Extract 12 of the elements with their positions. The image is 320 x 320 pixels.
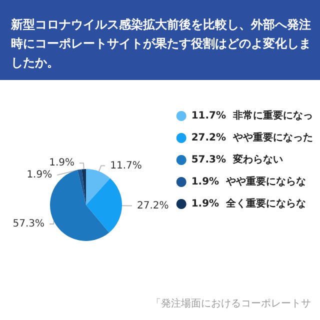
legend-label: 1.9% 全く重要にならな <box>191 198 306 210</box>
data-label: 1.9% <box>26 170 52 181</box>
data-label: 1.9% <box>49 158 74 169</box>
chart-title: 新型コロナウイルス感染拡大前後を比較し、外部へ発注時にコーポレートサイトが果たす役割はどのよ変化しましたか。 <box>10 18 311 70</box>
legend-label: 57.3% 変わらない <box>191 154 283 166</box>
legend-label: 1.9% やや重要にならな <box>191 176 306 188</box>
text: 「発注場面におけるコーポレートサ <box>151 298 311 310</box>
legend-label: 27.2% やや重要になった <box>191 132 313 144</box>
legend-label: 11.7% 非常に重要になっ <box>191 110 313 122</box>
data-label: 57.3% <box>12 218 45 230</box>
data-label: 11.7% <box>110 160 142 172</box>
data-label: 27.2% <box>136 200 169 212</box>
